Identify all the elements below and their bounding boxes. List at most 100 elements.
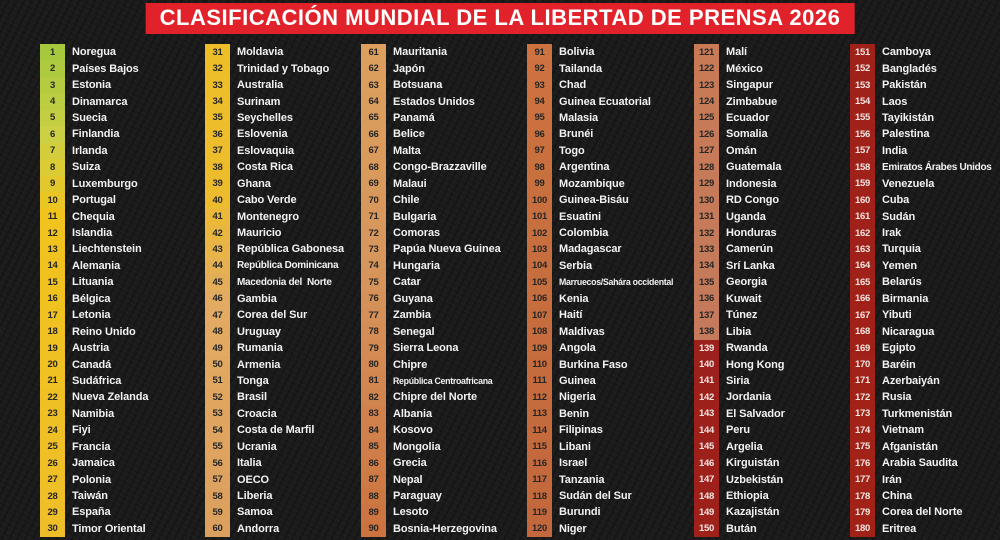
ranking-row: 75 Catar (361, 274, 523, 291)
rank-badge: 54 (205, 422, 230, 439)
rank-badge: 72 (361, 224, 386, 242)
rank-badge: 132 (694, 224, 719, 242)
country-name: Somalia (726, 128, 768, 141)
ranking-row: 101 Esuatini (527, 208, 689, 225)
rank-badge: 83 (361, 405, 386, 423)
ranking-row: 143 El Salvador (694, 405, 856, 423)
country-name: Bután (726, 522, 757, 535)
rank-badge: 168 (850, 323, 875, 340)
country-name: Togo (559, 144, 585, 157)
country-name: Bélgica (72, 292, 111, 305)
country-name: Hungaria (393, 259, 440, 272)
rank-badge: 156 (850, 126, 875, 143)
country-name: Marruecos/Sahára occidental (559, 277, 674, 288)
rank-badge: 21 (40, 372, 65, 390)
country-name: Namibia (72, 407, 115, 420)
country-name: Suiza (72, 161, 101, 174)
country-name: India (882, 144, 908, 157)
ranking-row: 99 Mozambique (527, 175, 689, 192)
ranking-row: 54 Costa de Marfil (205, 422, 367, 439)
rank-badge: 36 (205, 126, 230, 143)
country-name: Georgia (726, 276, 767, 289)
country-name: Paraguay (393, 490, 442, 503)
rank-badge: 144 (694, 422, 719, 439)
ranking-row: 106 Kenia (527, 290, 689, 307)
ranking-row: 122 México (694, 60, 856, 77)
rank-badge: 28 (40, 487, 65, 505)
ranking-row: 16 Bélgica (40, 290, 202, 307)
ranking-row: 100 Guinea-Bisáu (527, 191, 689, 209)
ranking-row: 21 Sudáfrica (40, 372, 202, 390)
country-name: Angola (559, 342, 596, 355)
rank-badge: 179 (850, 504, 875, 521)
rank-badge: 136 (694, 290, 719, 307)
ranking-row: 114 Filipinas (527, 422, 689, 439)
country-name: Turquia (882, 243, 921, 256)
ranking-row: 65 Panamá (361, 109, 523, 127)
country-name: RD Congo (726, 194, 779, 207)
ranking-row: 6 Finlandia (40, 126, 202, 143)
rank-badge: 16 (40, 290, 65, 307)
country-name: Catar (393, 276, 421, 289)
ranking-row: 90 Bosnia-Herzegovina (361, 520, 523, 538)
ranking-row: 84 Kosovo (361, 422, 523, 439)
ranking-row: 47 Corea del Sur (205, 307, 367, 324)
ranking-row: 45 Macedonia del Norte (205, 274, 367, 291)
rank-badge: 11 (40, 208, 65, 225)
rank-badge: 165 (850, 274, 875, 291)
ranking-row: 140 Hong Kong (694, 356, 856, 373)
rank-badge: 27 (40, 471, 65, 488)
rank-badge: 129 (694, 175, 719, 192)
country-name: Timor Oriental (72, 522, 146, 535)
rank-badge: 75 (361, 274, 386, 291)
country-name: Kazajistán (726, 506, 780, 519)
country-name: Taiwán (72, 490, 108, 503)
country-name: Túnez (726, 309, 758, 322)
rank-badge: 141 (694, 372, 719, 390)
country-name: Alemania (72, 259, 121, 272)
rank-badge: 66 (361, 126, 386, 143)
ranking-row: 93 Chad (527, 76, 689, 94)
ranking-row: 77 Zambia (361, 307, 523, 324)
rank-badge: 81 (361, 372, 386, 390)
rank-badge: 91 (527, 44, 552, 61)
rank-badge: 130 (694, 191, 719, 209)
ranking-row: 169 Egipto (850, 339, 1000, 357)
ranking-row: 34 Surinam (205, 93, 367, 110)
ranking-row: 135 Georgia (694, 274, 856, 291)
country-name: Australia (237, 79, 284, 92)
country-name: Omán (726, 144, 757, 157)
country-name: Lituania (72, 276, 114, 289)
ranking-row: 158 Emiratos Árabes Unidos (850, 159, 1000, 176)
ranking-row: 57 OECO (205, 471, 367, 488)
rank-badge: 105 (527, 274, 552, 291)
country-name: Chipre (393, 358, 428, 371)
country-name: Maldivas (559, 325, 605, 338)
ranking-row: 53 Croacia (205, 405, 367, 423)
ranking-row: 129 Indonesia (694, 175, 856, 192)
rank-badge: 112 (527, 389, 552, 406)
rank-badge: 122 (694, 60, 719, 77)
country-name: Nepal (393, 473, 423, 486)
rank-badge: 13 (40, 241, 65, 258)
country-name: Serbia (559, 259, 593, 272)
country-name: Tonga (237, 374, 269, 387)
rank-badge: 8 (40, 159, 65, 176)
ranking-row: 79 Sierra Leona (361, 339, 523, 357)
ranking-row: 12 Islandia (40, 224, 202, 242)
country-name: Emiratos Árabes Unidos (882, 161, 992, 173)
ranking-row: 83 Albania (361, 405, 523, 423)
ranking-row: 155 Tayikistán (850, 109, 1000, 127)
ranking-row: 98 Argentina (527, 159, 689, 176)
ranking-row: 142 Jordania (694, 389, 856, 406)
country-name: Seychelles (237, 111, 293, 124)
rank-badge: 163 (850, 241, 875, 258)
country-name: Benin (559, 407, 590, 420)
rank-badge: 155 (850, 109, 875, 127)
country-name: Suecia (72, 111, 107, 124)
ranking-row: 139 Rwanda (694, 339, 856, 357)
ranking-row: 167 Yibuti (850, 307, 1000, 324)
rank-badge: 178 (850, 487, 875, 505)
ranking-row: 174 Vietnam (850, 422, 1000, 439)
rank-badge: 123 (694, 76, 719, 94)
